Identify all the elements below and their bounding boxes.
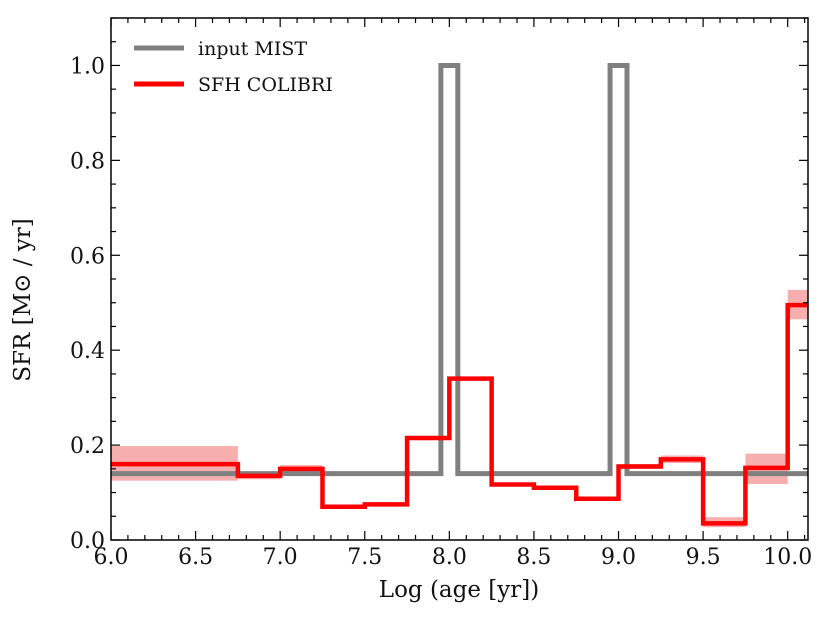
y-tick-label: 0.8	[70, 149, 105, 174]
x-tick-label: 10.0	[763, 545, 812, 570]
legend-label-sfh-colibri: SFH COLIBRI	[198, 74, 333, 96]
y-tick-label: 0.2	[70, 434, 105, 459]
x-tick-label: 6.0	[94, 545, 129, 570]
legend-label-input-mist: input MIST	[198, 38, 307, 60]
y-tick-label: 0.4	[70, 339, 105, 364]
x-tick-label: 7.0	[263, 545, 298, 570]
legend: input MIST SFH COLIBRI	[134, 38, 333, 96]
y-tick-label: 0.6	[70, 244, 105, 269]
x-axis-label: Log (age [yr])	[379, 577, 539, 603]
x-tick-label: 6.5	[178, 545, 213, 570]
x-tick-labels: 6.0 6.5 7.0 7.5 8.0 8.5 9.0 9.5 10.0	[94, 545, 813, 570]
series-lines	[111, 62, 808, 526]
x-tick-label: 9.0	[601, 545, 636, 570]
y-tick-label: 1.0	[70, 54, 105, 79]
x-tick-label: 9.5	[686, 545, 721, 570]
y-tick-labels: 0.0 0.2 0.4 0.6 0.8 1.0	[70, 54, 105, 554]
x-tick-label: 7.5	[347, 545, 382, 570]
series-line-input-mist	[111, 62, 808, 477]
x-tick-label: 8.5	[516, 545, 551, 570]
y-axis-label: SFR [M⊙ / yr]	[10, 218, 36, 381]
y-tick-label: 0.0	[70, 529, 105, 554]
x-tick-label: 8.0	[432, 545, 467, 570]
plot-frame	[110, 17, 809, 541]
series-line-sfh-colibri	[111, 302, 808, 526]
axis-ticks	[110, 17, 808, 541]
